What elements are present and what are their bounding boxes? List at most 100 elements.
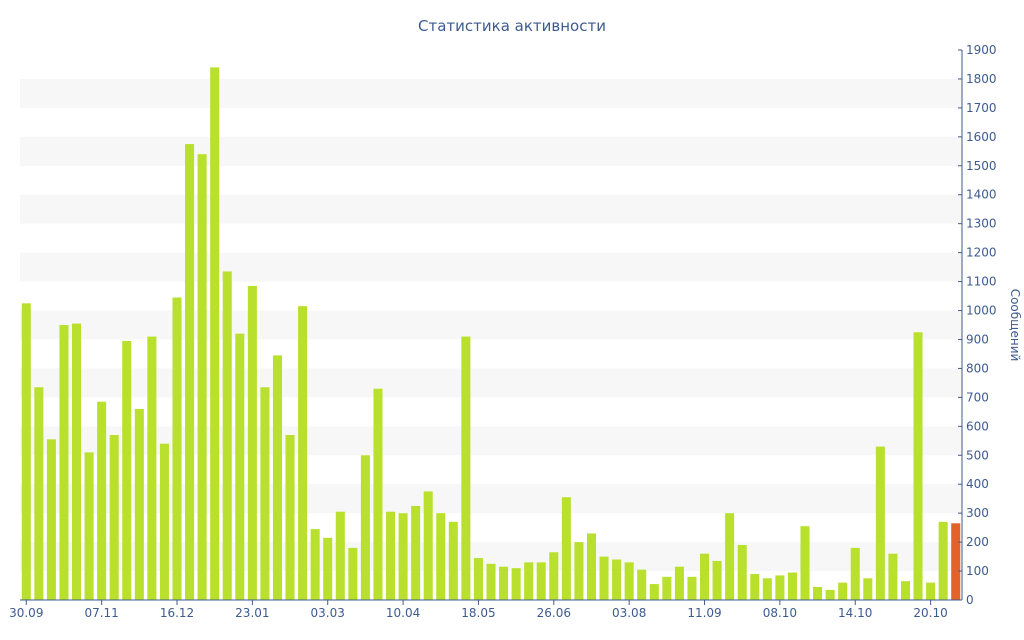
bar[interactable]: [461, 336, 471, 600]
bar[interactable]: [323, 537, 333, 600]
bar[interactable]: [599, 556, 609, 600]
bar[interactable]: [134, 408, 144, 600]
bar[interactable]: [750, 573, 760, 600]
grid-band: [20, 310, 962, 340]
chart-title: Статистика активности: [418, 17, 606, 35]
bar[interactable]: [59, 325, 69, 600]
bar[interactable]: [586, 533, 596, 600]
bar[interactable]: [612, 559, 622, 600]
x-tick-label: 18.05: [461, 606, 495, 620]
bar[interactable]: [762, 578, 772, 600]
y-tick-label: 200: [966, 535, 989, 549]
bar[interactable]: [247, 285, 257, 600]
bar[interactable]: [888, 553, 898, 600]
bar[interactable]: [775, 575, 785, 600]
bar[interactable]: [850, 547, 860, 600]
grid-band: [20, 136, 962, 166]
x-tick-label: 03.03: [311, 606, 345, 620]
x-ticks: 30.09 07.11 16.12 23.01 03.03 10.04 18.05 26.06…: [9, 600, 948, 620]
bar[interactable]: [662, 576, 672, 600]
bar[interactable]: [574, 542, 584, 600]
bar[interactable]: [21, 303, 31, 600]
bar[interactable]: [122, 340, 132, 600]
bar[interactable]: [448, 521, 458, 600]
bar[interactable]: [524, 562, 534, 600]
bar[interactable]: [825, 589, 835, 600]
bar[interactable]: [423, 491, 433, 600]
bar[interactable]: [222, 271, 232, 600]
bars-group: [21, 67, 961, 601]
bar[interactable]: [348, 547, 358, 600]
bar[interactable]: [486, 563, 496, 600]
bar[interactable]: [210, 67, 220, 601]
bar[interactable]: [386, 511, 396, 600]
grid-band: [20, 252, 962, 282]
bar[interactable]: [624, 562, 634, 600]
bar[interactable]: [97, 401, 107, 600]
bar[interactable]: [725, 513, 735, 600]
bar[interactable]: [913, 332, 923, 600]
bar[interactable]: [260, 387, 270, 600]
bar[interactable]: [84, 452, 94, 600]
bar[interactable]: [473, 558, 483, 600]
x-tick-label: 10.04: [386, 606, 420, 620]
bar[interactable]: [436, 513, 446, 600]
bar[interactable]: [499, 566, 509, 600]
bar[interactable]: [737, 545, 747, 600]
bar[interactable]: [335, 511, 345, 600]
bar[interactable]: [159, 443, 169, 600]
y-tick-label: 700: [966, 390, 989, 404]
bar[interactable]: [926, 582, 936, 600]
bar[interactable]: [875, 446, 885, 600]
bar[interactable]: [813, 586, 823, 600]
x-tick-label: 20.10: [913, 606, 947, 620]
bar[interactable]: [863, 578, 873, 600]
y-tick-label: 1500: [966, 159, 997, 173]
bar[interactable]: [700, 553, 710, 600]
bar[interactable]: [147, 336, 157, 600]
bar[interactable]: [272, 355, 282, 600]
bar[interactable]: [285, 435, 295, 600]
x-tick-label: 30.09: [9, 606, 43, 620]
y-tick-label: 800: [966, 361, 989, 375]
y-tick-label: 400: [966, 477, 989, 491]
y-tick-label: 1000: [966, 304, 997, 318]
bar[interactable]: [72, 323, 82, 600]
bar[interactable]: [298, 306, 308, 600]
bar-current[interactable]: [951, 523, 961, 600]
x-tick-label: 16.12: [160, 606, 194, 620]
bar[interactable]: [561, 497, 571, 600]
bar[interactable]: [549, 552, 559, 600]
bar[interactable]: [800, 526, 810, 600]
bar[interactable]: [398, 513, 408, 600]
bar[interactable]: [674, 566, 684, 600]
bar[interactable]: [637, 569, 647, 600]
bar[interactable]: [511, 568, 521, 600]
bar[interactable]: [235, 333, 245, 600]
bar[interactable]: [687, 576, 697, 600]
bar[interactable]: [838, 582, 848, 600]
bar[interactable]: [34, 387, 44, 600]
bar[interactable]: [310, 529, 320, 600]
bar[interactable]: [360, 455, 370, 600]
grid-band: [20, 78, 962, 108]
y-tick-label: 1200: [966, 246, 997, 260]
y-tick-label: 1700: [966, 101, 997, 115]
x-tick-label: 08.10: [763, 606, 797, 620]
y-tick-label: 100: [966, 564, 989, 578]
bar[interactable]: [185, 144, 195, 600]
bar[interactable]: [536, 562, 546, 600]
bar[interactable]: [938, 521, 948, 600]
bar[interactable]: [712, 560, 722, 600]
bar[interactable]: [109, 435, 119, 600]
y-tick-label: 0: [966, 593, 974, 607]
bar[interactable]: [787, 572, 797, 601]
bar[interactable]: [46, 439, 56, 600]
bar[interactable]: [411, 505, 421, 600]
bar[interactable]: [373, 388, 383, 600]
bar[interactable]: [649, 584, 659, 600]
bar[interactable]: [900, 581, 910, 600]
bar[interactable]: [197, 154, 207, 600]
bar[interactable]: [172, 297, 182, 601]
